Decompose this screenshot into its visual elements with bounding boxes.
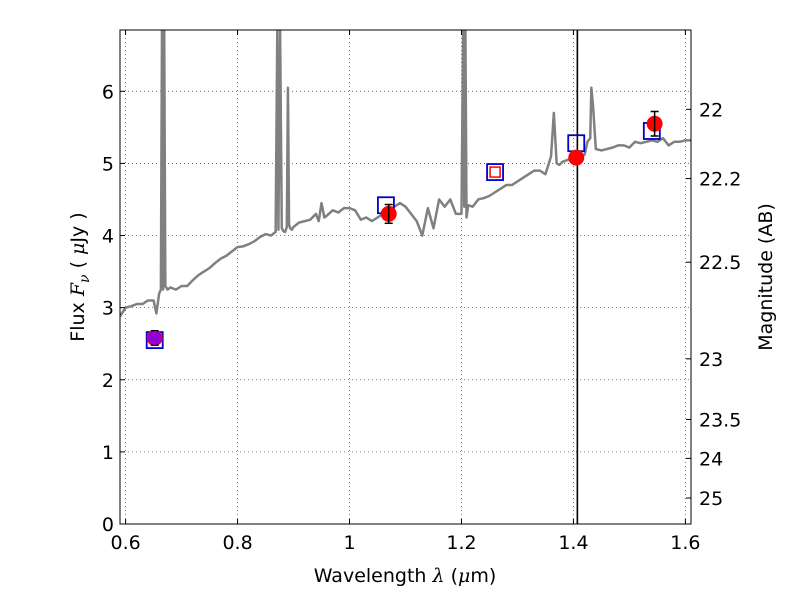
x-tick-label: 0.8	[222, 532, 252, 554]
y-tick-label: 3	[102, 298, 114, 320]
axis-ticks: 0.6 0.8 1 1.2 1.4 1.601234562222.222.52323.52…	[102, 30, 741, 554]
y-axis-unit: Jy )	[67, 212, 89, 243]
y-axis-title: Flux Fν ( μJy )	[67, 212, 93, 341]
x-tick-label: 1	[343, 532, 355, 554]
x-axis-symbol-mu: μ	[458, 565, 470, 587]
x-axis-title-text: Wavelength	[314, 565, 433, 587]
x-axis-title: Wavelength λ (μm)	[314, 565, 497, 587]
y-tick-label: 4	[102, 226, 114, 248]
plot-area	[120, 30, 691, 524]
x-axis-symbol-lambda: λ	[431, 565, 444, 587]
y-tick-label: 0	[102, 514, 114, 536]
plot-frame	[119, 29, 692, 525]
x-axis-paren-open: (	[445, 565, 458, 587]
y2-tick-label: 25	[699, 488, 723, 510]
y2-tick-label: 23.5	[699, 409, 741, 431]
y2-tick-label: 23	[699, 349, 723, 371]
x-tick-label: 1.6	[670, 532, 700, 554]
y2-tick-label: 22.5	[699, 252, 741, 274]
y-axis-symbol-f: F	[67, 282, 89, 297]
y-tick-label: 1	[102, 442, 114, 464]
x-tick-label: 1.4	[558, 532, 588, 554]
y-axis-paren-open: (	[67, 255, 89, 275]
purple-point	[147, 330, 162, 345]
x-axis-unit: m)	[470, 565, 496, 587]
y2-tick-label: 24	[699, 448, 723, 470]
y-axis-symbol-nu: ν	[77, 274, 93, 283]
y-axis-title-text: Flux	[67, 296, 89, 342]
y2-axis-title: Magnitude (AB)	[755, 203, 777, 351]
x-tick-label: 0.6	[110, 532, 140, 554]
y-tick-label: 5	[102, 153, 114, 175]
y2-tick-label: 22	[699, 99, 723, 121]
y-axis-symbol-mu: μ	[67, 243, 89, 255]
model-box-marker	[486, 163, 504, 181]
y-tick-label: 2	[102, 370, 114, 392]
y2-tick-label: 22.2	[699, 169, 741, 191]
plot-background	[120, 30, 691, 524]
x-tick-label: 1.2	[446, 532, 476, 554]
y-tick-label: 6	[102, 81, 114, 103]
observed-point	[568, 149, 585, 166]
data-markers	[145, 110, 663, 350]
open-square-marker	[489, 166, 501, 178]
